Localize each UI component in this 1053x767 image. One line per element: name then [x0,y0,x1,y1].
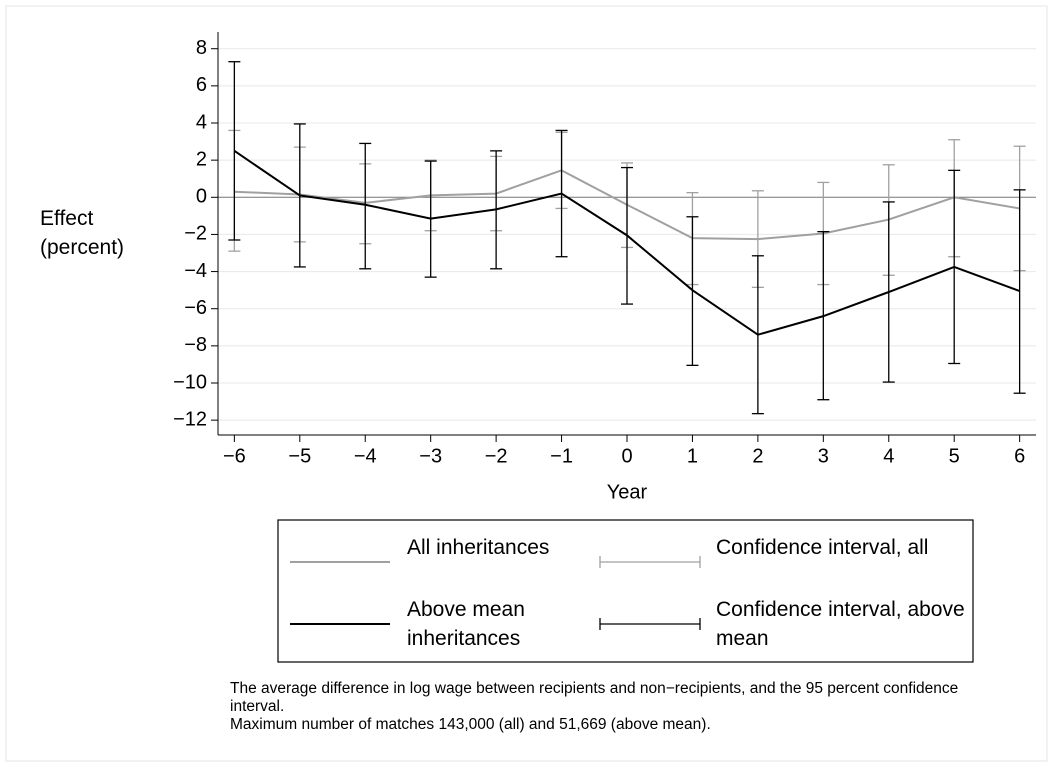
y-tick-label: −8 [184,334,207,356]
y-tick-label: −6 [184,297,207,319]
y-tick-label: −2 [184,223,207,245]
y-tick-label: −10 [173,371,207,393]
x-tick-label: 6 [1014,445,1025,467]
note: Maximum number of matches 143,000 (all) … [230,716,711,733]
y-tick-label: 2 [196,148,207,170]
x-tick-label: 3 [818,445,829,467]
x-tick-label: −4 [354,445,377,467]
x-tick-label: −3 [419,445,442,467]
y-tick-label: 0 [196,186,207,208]
x-axis-title: Year [607,481,648,503]
frame [5,5,1048,762]
y-tick-label: 8 [196,37,207,59]
legend-box [277,519,974,663]
x-tick-label: 1 [687,445,698,467]
y-axis-title: Effect (percent) [40,207,125,259]
x-tick-label: 2 [752,445,763,467]
legend-label: Confidence interval, above mean [716,598,965,650]
x-tick-label: 5 [949,445,960,467]
y-tick-label: 4 [196,111,207,133]
legend-label: All inheritances [407,536,550,559]
x-tick-label: 0 [621,445,632,467]
note: The average difference in log wage betwe… [230,680,959,715]
y-tick-label: −4 [184,260,207,282]
x-tick-label: −5 [288,445,311,467]
legend-label: Above mean inheritances [407,598,525,650]
x-tick-label: 4 [883,445,894,467]
y-tick-label: 6 [196,74,207,96]
x-tick-label: −6 [223,445,246,467]
x-tick-label: −2 [485,445,508,467]
legend-label: Confidence interval, all [716,536,929,559]
x-tick-label: −1 [550,445,573,467]
series-line [233,150,1020,336]
y-tick-label: −12 [173,408,207,430]
